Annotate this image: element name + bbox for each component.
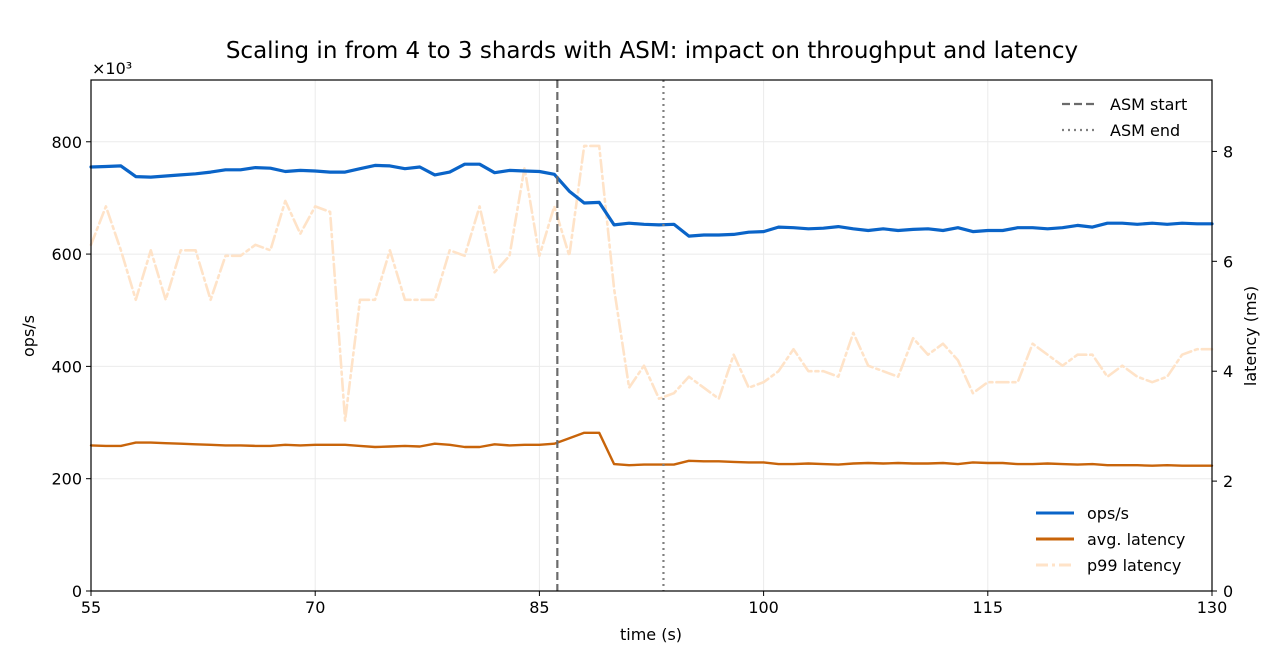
y-right-tick-label: 2	[1223, 472, 1233, 491]
y-axis-label-left: ops/s	[19, 315, 38, 357]
legend-markers: ASM start ASM end	[1062, 95, 1187, 140]
y-right-tick-label: 4	[1223, 362, 1233, 381]
legend-label: avg. latency	[1087, 530, 1185, 549]
x-axis-label: time (s)	[620, 625, 682, 644]
chart-title: Scaling in from 4 to 3 shards with ASM: …	[226, 38, 1078, 64]
x-tick-label: 55	[81, 598, 101, 617]
legend-label: ops/s	[1087, 504, 1129, 523]
y-axis-ticks-right: 0 2 4 6 8	[1212, 142, 1233, 601]
legend-label: p99 latency	[1087, 556, 1181, 575]
y-tick-label: 800	[51, 133, 82, 152]
y-tick-label: 600	[51, 245, 82, 264]
x-tick-label: 130	[1197, 598, 1228, 617]
x-tick-label: 85	[529, 598, 549, 617]
plot-area-frame	[90, 79, 1213, 592]
x-axis-ticks: 55 70 85 100 115 130	[81, 591, 1227, 617]
legend-label: ASM end	[1110, 121, 1180, 140]
y-right-tick-label: 0	[1223, 582, 1233, 601]
y-axis-label-right: latency (ms)	[1241, 286, 1260, 386]
y-tick-label: 200	[51, 470, 82, 489]
legend-label: ASM start	[1110, 95, 1187, 114]
y-tick-label: 400	[51, 357, 82, 376]
y-right-tick-label: 8	[1223, 142, 1233, 161]
series-line-p99-latency	[89, 144, 1214, 423]
series-line-ops-s	[89, 162, 1214, 238]
y-right-tick-label: 6	[1223, 252, 1233, 271]
y-tick-label: 0	[72, 582, 82, 601]
series-layer	[89, 144, 1214, 467]
series-line-avg-latency	[89, 431, 1214, 467]
x-tick-label: 100	[748, 598, 779, 617]
y-axis-ticks-left: 0 200 400 600 800	[51, 133, 91, 601]
vertical-markers	[556, 80, 665, 591]
x-tick-label: 70	[305, 598, 325, 617]
x-tick-label: 115	[973, 598, 1004, 617]
y-axis-multiplier: ×10³	[92, 59, 132, 78]
legend-series: ops/s avg. latency p99 latency	[1036, 504, 1185, 575]
